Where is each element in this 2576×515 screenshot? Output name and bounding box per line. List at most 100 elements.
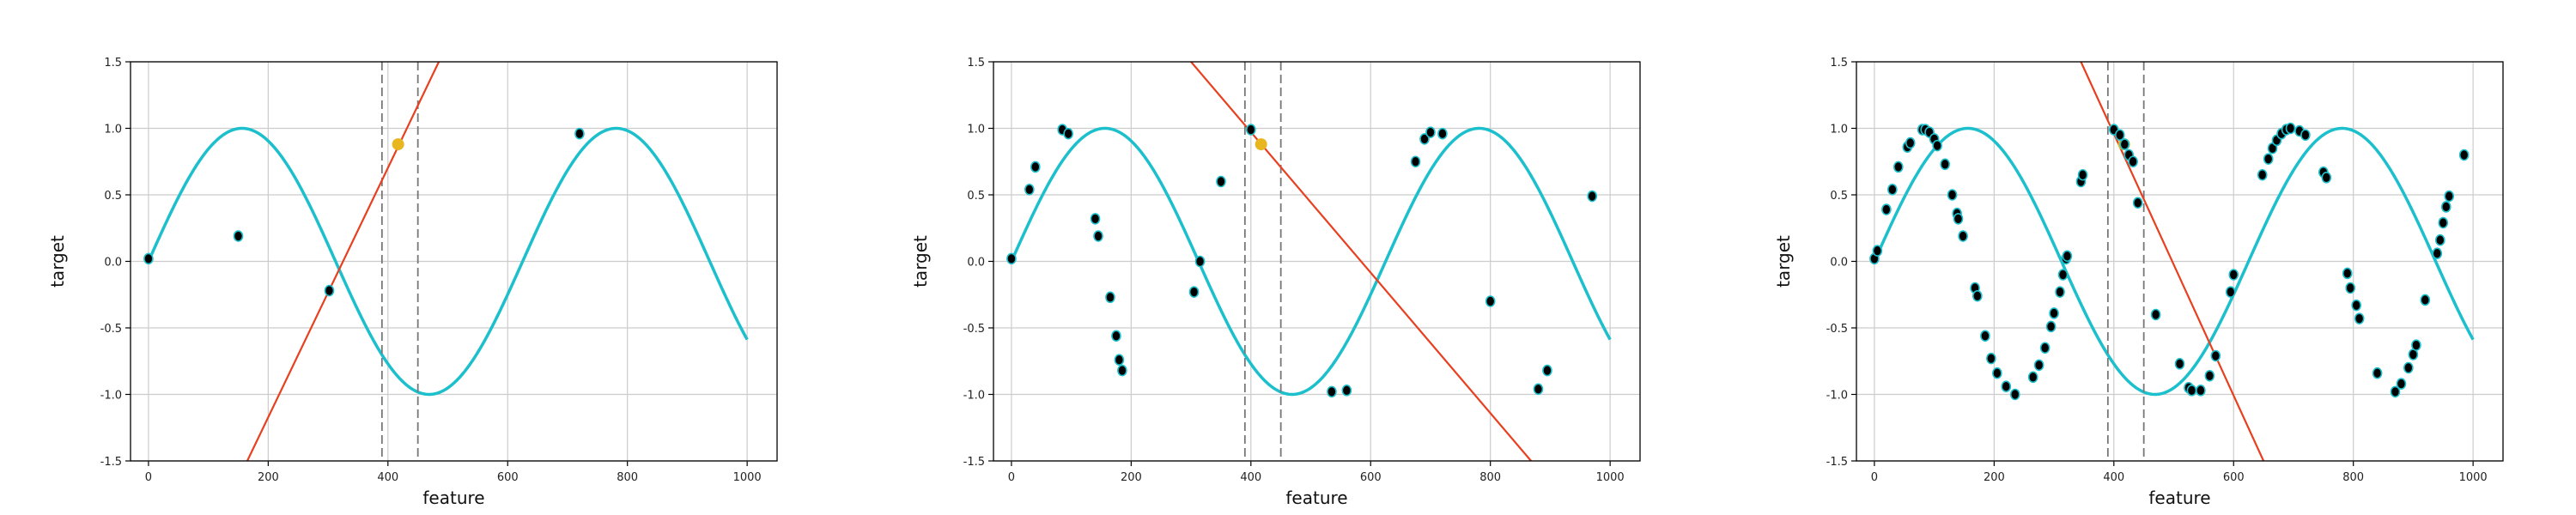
data-point <box>1030 161 1041 173</box>
data-point <box>2372 367 2383 379</box>
data-point <box>2077 168 2088 181</box>
sine-curve <box>147 126 749 397</box>
y-tick-label: 1.5 <box>967 57 985 70</box>
y-tick-label: -0.5 <box>1826 323 1848 336</box>
data-point <box>1090 213 1101 225</box>
y-tick-label: 0.0 <box>104 257 122 270</box>
data-point <box>574 127 585 140</box>
x-tick-label: 0 <box>1871 471 1878 484</box>
y-tick-label: -1.0 <box>963 390 985 403</box>
data-point <box>1437 127 1448 140</box>
y-tick-label: 0.5 <box>104 190 122 203</box>
data-point <box>2321 172 2332 184</box>
data-point <box>2300 129 2311 142</box>
y-axis-label: target <box>1773 235 1794 288</box>
data-point <box>2440 201 2451 213</box>
y-tick-label: -1.0 <box>1826 390 1848 403</box>
data-point <box>1587 190 1598 203</box>
y-tick-label: 0.0 <box>1830 257 1848 270</box>
data-point <box>2055 286 2065 298</box>
data-point <box>2354 312 2365 324</box>
y-tick-label: 1.5 <box>1830 57 1848 70</box>
data-point <box>2420 294 2431 306</box>
x-tick-label: 600 <box>2223 471 2245 484</box>
x-tick-label: 0 <box>145 471 152 484</box>
x-tick-label: 1000 <box>733 471 762 484</box>
plot-content <box>1869 62 2475 461</box>
highlight-point <box>1255 138 1267 151</box>
data-point <box>1905 136 1916 149</box>
highlight-point <box>392 138 404 151</box>
data-point <box>2150 308 2161 321</box>
y-tick-label: -0.5 <box>963 323 985 336</box>
x-tick-label: 400 <box>1240 471 1261 484</box>
data-point <box>1105 291 1115 304</box>
data-point <box>1542 364 1552 377</box>
data-point <box>1940 158 1950 171</box>
data-point <box>2210 349 2221 362</box>
data-point <box>1188 286 1200 298</box>
axes-frame <box>993 61 1641 462</box>
y-tick-label: -1.0 <box>100 390 122 403</box>
data-point <box>1893 161 1904 173</box>
data-point <box>1006 252 1017 265</box>
y-axis-label: target <box>910 235 931 288</box>
data-point <box>1194 255 1206 268</box>
data-point <box>1887 184 1898 196</box>
x-axis-label: feature <box>422 488 484 508</box>
data-point <box>1410 155 1421 168</box>
data-point <box>2062 250 2073 263</box>
y-tick-label: 1.0 <box>1830 124 1848 136</box>
y-tick-label: -1.5 <box>100 456 122 469</box>
data-point <box>2196 385 2206 397</box>
data-point <box>1419 133 1430 145</box>
x-tick-label: 200 <box>258 471 279 484</box>
data-point <box>324 284 335 297</box>
y-tick-label: -1.5 <box>1826 456 1848 469</box>
data-point <box>2114 129 2125 142</box>
x-tick-label: 600 <box>1360 471 1382 484</box>
chart-panel-1: 0 200 400 600 800 1000 -1.5 -1.0 -0.5 0.0 0.5 1.0 1.… <box>47 57 778 508</box>
axes-frame <box>130 61 778 462</box>
data-point <box>2174 358 2185 370</box>
x-tick-label: 400 <box>377 471 398 484</box>
data-point <box>2045 320 2057 333</box>
x-tick-label: 800 <box>1479 471 1501 484</box>
data-point <box>2128 155 2138 168</box>
data-point <box>2432 247 2443 260</box>
data-point <box>2444 190 2455 203</box>
y-tick-label: 0.5 <box>967 190 985 203</box>
data-point <box>1980 330 1990 342</box>
data-point <box>1533 383 1544 396</box>
x-tick-label: 1000 <box>1596 471 1625 484</box>
data-point <box>1953 213 1964 225</box>
plot-content <box>143 62 749 461</box>
x-tick-label: 400 <box>2103 471 2124 484</box>
x-tick-label: 1000 <box>2459 471 2488 484</box>
data-point <box>1932 139 1942 152</box>
sine-curve <box>1873 126 2475 397</box>
data-point <box>1986 352 1996 365</box>
data-point <box>2434 233 2445 246</box>
x-tick-label: 800 <box>2342 471 2364 484</box>
data-point <box>2438 216 2449 229</box>
data-point <box>1341 385 1352 397</box>
y-tick-label: 1.5 <box>104 57 122 70</box>
data-point <box>2342 267 2353 280</box>
data-point <box>1093 230 1103 242</box>
data-point <box>2396 378 2407 390</box>
data-point <box>1216 175 1226 188</box>
sine-curve <box>1010 126 1612 397</box>
data-point <box>2119 138 2130 150</box>
plot-content <box>1006 62 1612 461</box>
data-point <box>2186 385 2197 397</box>
data-point <box>233 230 244 242</box>
y-tick-label: 1.0 <box>104 124 122 136</box>
y-tick-label: 1.0 <box>967 124 985 136</box>
data-point <box>2027 371 2038 384</box>
data-point <box>2285 122 2296 135</box>
y-axis-label: target <box>47 235 68 288</box>
data-point <box>1992 367 2002 379</box>
data-point <box>1114 354 1125 367</box>
